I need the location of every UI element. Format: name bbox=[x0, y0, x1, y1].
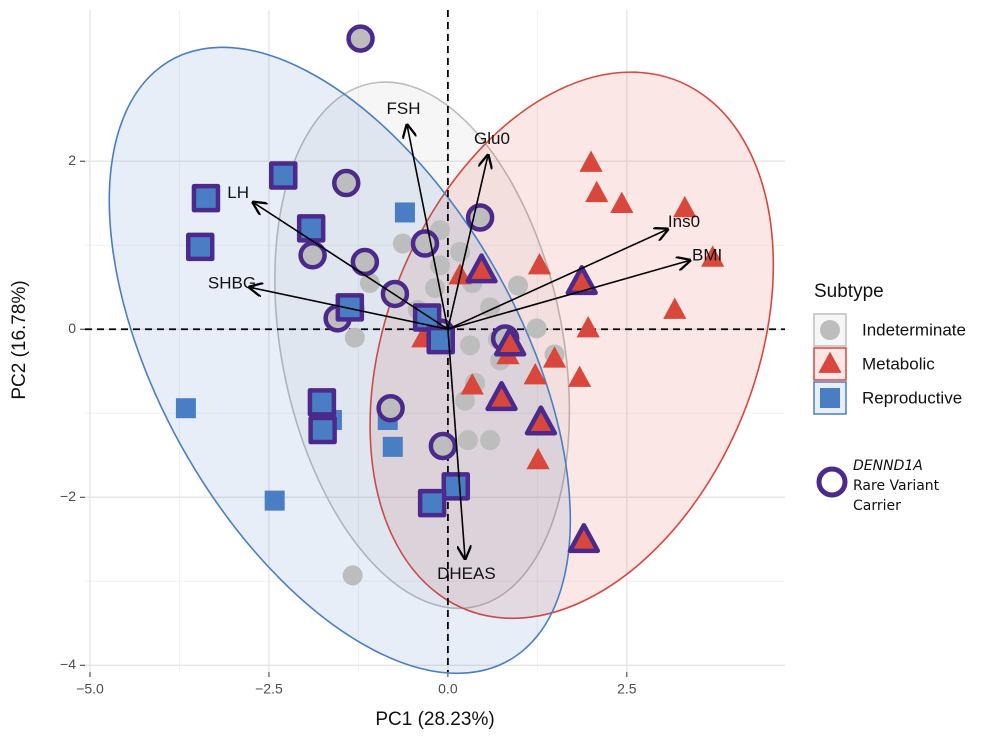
carrier-point bbox=[465, 203, 495, 232]
point bbox=[701, 245, 725, 267]
legend-label: Indeterminate bbox=[862, 320, 966, 339]
carrier-point bbox=[417, 488, 447, 518]
loading-arrow bbox=[447, 329, 465, 558]
legend-carrier-marker bbox=[816, 466, 848, 498]
carrier-point bbox=[296, 214, 326, 243]
x-axis-title: PC1 (28.23%) bbox=[375, 709, 494, 730]
carrier-point bbox=[269, 161, 298, 190]
point bbox=[663, 297, 687, 319]
carrier-point bbox=[465, 253, 498, 284]
loading-arrow bbox=[447, 260, 690, 331]
point bbox=[394, 202, 415, 223]
legend-marker bbox=[818, 351, 842, 373]
carrier-point bbox=[524, 405, 558, 436]
point bbox=[359, 273, 380, 294]
point bbox=[508, 275, 529, 296]
x-tick-label: 0.0 bbox=[438, 681, 458, 697]
point bbox=[585, 180, 609, 203]
confidence-ellipse bbox=[17, 0, 662, 736]
loading-arrow bbox=[253, 202, 449, 330]
arrow-layer: FSH Glu0 LH SHBG Ins0 BMI DHEAS bbox=[208, 99, 722, 583]
carrier-point bbox=[191, 183, 221, 213]
y-tick-label: −4 bbox=[60, 656, 76, 672]
x-tick-label: −2.5 bbox=[255, 681, 283, 697]
carrier-point bbox=[376, 393, 405, 423]
carrier-point bbox=[307, 388, 337, 417]
point bbox=[460, 335, 481, 356]
carrier-point bbox=[346, 24, 375, 53]
point bbox=[264, 490, 285, 511]
carrier-point bbox=[441, 472, 471, 501]
point bbox=[430, 255, 451, 276]
point bbox=[392, 233, 413, 254]
point bbox=[342, 565, 363, 586]
loading-label: SHBG bbox=[208, 273, 256, 292]
carrier-point bbox=[485, 380, 518, 412]
point bbox=[460, 373, 484, 395]
legend-title: Subtype bbox=[814, 281, 884, 302]
point bbox=[526, 318, 547, 339]
loading-arrow bbox=[447, 229, 668, 330]
point bbox=[425, 278, 445, 299]
point bbox=[579, 150, 603, 172]
loading-arrow bbox=[407, 125, 449, 330]
y-tick-label: 2 bbox=[68, 152, 76, 168]
point-layer bbox=[175, 24, 725, 586]
x-tick-label: −5.0 bbox=[76, 681, 104, 697]
loading-label: DHEAS bbox=[437, 564, 496, 583]
ellipse-group bbox=[17, 0, 662, 736]
carrier-point bbox=[493, 326, 527, 357]
point bbox=[523, 363, 547, 385]
point bbox=[567, 365, 592, 387]
carrier-point bbox=[350, 247, 380, 277]
carrier-point bbox=[567, 522, 601, 554]
carrier-point bbox=[331, 168, 361, 198]
loading-label: Glu0 bbox=[474, 129, 510, 148]
y-axis-title: PC2 (16.78%) bbox=[9, 280, 30, 399]
point bbox=[175, 398, 196, 419]
legend-carrier-label: DENND1A bbox=[853, 458, 923, 474]
carrier-point bbox=[185, 232, 215, 262]
point bbox=[457, 430, 478, 451]
carrier-point bbox=[298, 241, 327, 270]
carrier-point bbox=[308, 415, 337, 445]
point bbox=[382, 436, 403, 457]
legend-label: Metabolic bbox=[862, 354, 935, 373]
legend: Subtype Indeterminate Metabolic Reproductiv… bbox=[813, 281, 966, 514]
carrier-point bbox=[428, 431, 458, 461]
loading-label: Ins0 bbox=[668, 212, 700, 231]
loading-label: LH bbox=[227, 183, 249, 202]
legend-label: Reproductive bbox=[862, 388, 962, 407]
point bbox=[542, 346, 567, 368]
carrier-point bbox=[565, 265, 598, 296]
loading-arrow bbox=[250, 287, 449, 331]
point bbox=[610, 191, 634, 213]
y-tick-label: 0 bbox=[68, 320, 76, 336]
legend-marker bbox=[820, 320, 840, 340]
legend-carrier-label: Rare Variant bbox=[853, 478, 940, 494]
y-tick-label: −2 bbox=[60, 488, 76, 504]
point bbox=[455, 390, 476, 411]
carrier-point bbox=[410, 229, 440, 258]
x-tick-label: 2.5 bbox=[617, 681, 637, 697]
loading-arrow bbox=[447, 155, 488, 330]
ellipse-layer bbox=[17, 0, 856, 736]
loading-label: BMI bbox=[692, 245, 722, 264]
point bbox=[576, 315, 600, 338]
legend-carrier-label: Carrier bbox=[853, 498, 901, 514]
loading-label: FSH bbox=[387, 99, 421, 118]
legend-marker bbox=[820, 388, 840, 408]
point bbox=[673, 195, 697, 218]
point bbox=[344, 327, 365, 348]
point bbox=[480, 430, 501, 451]
point bbox=[526, 447, 550, 470]
point bbox=[527, 252, 552, 275]
